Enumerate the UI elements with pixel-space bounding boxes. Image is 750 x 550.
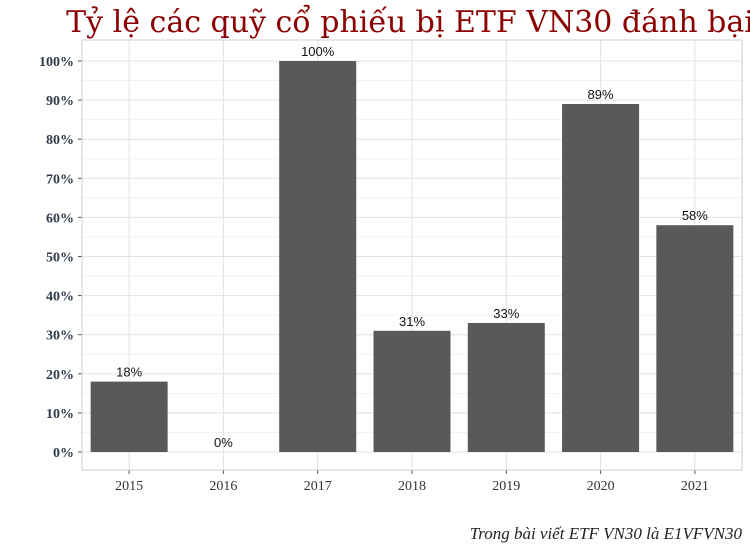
y-tick-label: 30% [46,329,74,344]
data-label-2016: 0% [214,435,233,450]
bar-2021 [656,225,734,452]
chart-title: Tỷ lệ các quỹ cổ phiếu bị ETF VN30 đánh … [66,4,750,40]
y-tick-label: 40% [46,290,74,305]
x-tick-label: 2020 [587,479,615,494]
y-tick-label: 100% [39,55,74,70]
bar-2019 [467,322,545,452]
bar-2017 [279,61,357,452]
y-axis-ticks: 0% 10% 20% 30% 40% 50% 60% 70% 80% 90% 100% [39,55,82,461]
y-tick-label: 50% [46,251,74,266]
data-label-2019: 33% [493,306,519,321]
data-label-2017: 100% [301,44,335,59]
plot-panel [81,39,743,471]
chart-caption: Trong bài viết ETF VN30 là E1VFVN30 [470,524,743,543]
bar-2015 [90,381,168,452]
y-tick-label: 70% [46,172,74,187]
data-label-2020: 89% [588,87,614,102]
bar-2020 [562,104,640,452]
y-tick-label: 10% [46,407,74,422]
x-tick-label: 2018 [398,479,426,494]
bar-2018 [373,330,451,452]
y-tick-label: 90% [46,94,74,109]
y-tick-label: 60% [46,211,74,226]
x-tick-label: 2015 [115,479,143,494]
y-tick-label: 0% [53,446,74,461]
x-tick-label: 2019 [492,479,520,494]
data-label-2015: 18% [116,365,142,380]
data-labels: 18% 0% 100% 31% 33% 89% 58% [116,44,708,450]
data-label-2018: 31% [399,314,425,329]
x-axis-ticks: 2015 2016 2017 2018 2019 2020 2021 [115,470,709,494]
x-tick-label: 2017 [304,479,332,494]
y-tick-label: 80% [46,133,74,148]
x-tick-label: 2021 [681,479,709,494]
y-tick-label: 20% [46,368,74,383]
data-label-2021: 58% [682,208,708,223]
x-tick-label: 2016 [209,479,237,494]
bars [90,61,734,452]
